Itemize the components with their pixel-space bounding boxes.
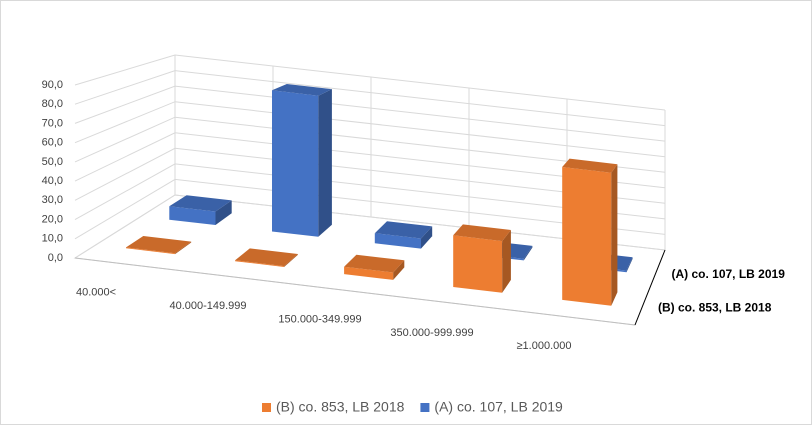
- bar-side: [626, 257, 633, 273]
- bar-front: [562, 167, 612, 306]
- bar: [562, 158, 618, 306]
- bar: [374, 221, 433, 249]
- bar-side: [284, 254, 298, 267]
- legend-swatch: [262, 403, 271, 412]
- legend-label: (B) co. 853, LB 2018: [276, 399, 405, 415]
- bar-top: [169, 195, 232, 212]
- bar: [272, 84, 332, 237]
- bar-side: [215, 200, 232, 225]
- y-tick-label: 20,0: [42, 213, 63, 225]
- depth-axis-line: [634, 249, 666, 326]
- bar-front: [374, 233, 421, 249]
- bar-front: [235, 260, 285, 267]
- x-tick-label: 350.000-999.999: [390, 327, 473, 339]
- y-tick-label: 90,0: [42, 79, 63, 91]
- bar-side: [421, 226, 433, 249]
- bar-side: [523, 245, 533, 261]
- x-axis-line: [74, 257, 636, 326]
- bar-front: [126, 247, 176, 255]
- y-tick-label: 0,0: [48, 252, 63, 264]
- y-tick-label: 40,0: [42, 175, 63, 187]
- y-tick-label: 30,0: [42, 194, 63, 206]
- x-tick-label: 150.000-349.999: [278, 313, 361, 325]
- depth-label: (B) co. 853, LB 2018: [658, 301, 772, 315]
- bar-top: [562, 158, 618, 173]
- bar-front: [453, 235, 503, 293]
- bar-top: [344, 254, 405, 273]
- depth-label: (A) co. 107, LB 2019: [672, 267, 786, 281]
- bar-side: [502, 230, 511, 293]
- bar: [453, 224, 511, 293]
- bar-front: [169, 206, 216, 225]
- x-tick-label: 40.000<: [76, 287, 116, 299]
- bar-front: [272, 90, 319, 237]
- bar-front: [344, 266, 394, 280]
- bar: [126, 236, 192, 255]
- y-tick-label: 10,0: [42, 233, 63, 245]
- bar-top: [453, 224, 511, 242]
- y-tick-label: 80,0: [42, 98, 63, 110]
- y-tick-label: 50,0: [42, 156, 63, 168]
- bar: [344, 254, 405, 280]
- y-tick-label: 60,0: [42, 137, 63, 149]
- bar-top: [235, 248, 298, 267]
- bar-top: [272, 84, 332, 96]
- bar-side: [393, 260, 405, 280]
- bar-side: [611, 164, 618, 306]
- bar: [169, 195, 232, 225]
- bar-top: [126, 236, 192, 254]
- bar-side: [175, 241, 192, 255]
- x-tick-label: ≥1.000.000: [517, 340, 572, 352]
- bar-side: [318, 89, 332, 237]
- legend-swatch: [420, 403, 430, 412]
- bar-top: [374, 221, 433, 239]
- x-tick-label: 40.000-149.999: [169, 300, 246, 312]
- legend-label: (A) co. 107, LB 2019: [434, 399, 563, 415]
- bar: [235, 248, 298, 267]
- y-tick-label: 70,0: [42, 117, 63, 129]
